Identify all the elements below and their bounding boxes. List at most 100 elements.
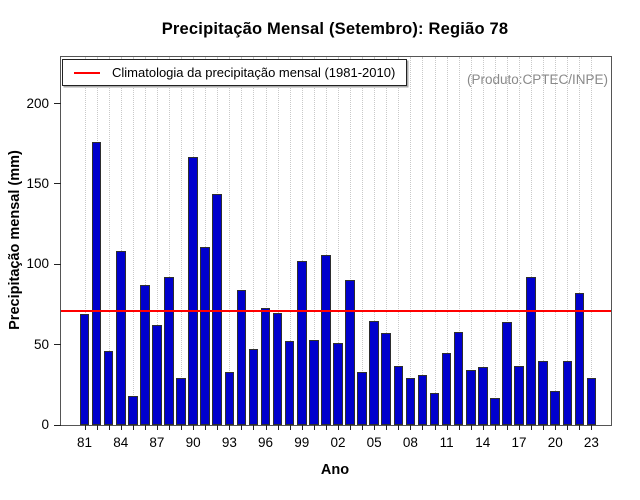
- gridline: [144, 57, 146, 425]
- bar-2012: [453, 331, 464, 425]
- x-tick-label: 90: [185, 435, 201, 450]
- x-tick-label: 23: [583, 435, 599, 450]
- gridline: [398, 57, 400, 425]
- legend-label: Climatologia da precipitação mensal (198…: [112, 65, 396, 80]
- x-tick-mark: [144, 425, 146, 430]
- x-tick-mark: [229, 425, 231, 430]
- x-tick-mark: [506, 425, 508, 430]
- x-tick-label: 84: [113, 435, 129, 450]
- bar-2013: [465, 370, 476, 425]
- gridline: [120, 57, 122, 425]
- y-tick-label: 200: [26, 95, 49, 111]
- bar-2020: [550, 391, 561, 425]
- bar-1982: [91, 142, 102, 425]
- bar-1984: [115, 251, 126, 425]
- gridline: [446, 57, 448, 425]
- x-tick-label: 81: [76, 435, 93, 450]
- x-tick-mark: [494, 425, 496, 430]
- x-tick-mark: [434, 425, 436, 430]
- gridline: [482, 57, 484, 425]
- bar-2007: [393, 365, 404, 425]
- bar-2023: [586, 378, 597, 425]
- climatology-line-swatch: [74, 71, 100, 74]
- gridline: [567, 57, 569, 425]
- gridline: [313, 57, 315, 425]
- x-tick-mark: [555, 425, 557, 430]
- bar-2009: [417, 375, 428, 425]
- x-tick-mark: [301, 425, 303, 430]
- x-tick-label: 02: [330, 435, 346, 450]
- y-tick-mark: [54, 103, 61, 105]
- bar-2016: [502, 322, 512, 425]
- x-tick-label: 20: [547, 435, 563, 450]
- gridline: [362, 57, 364, 425]
- y-tick-label: 50: [33, 336, 49, 352]
- bar-1986: [140, 285, 150, 425]
- bar-1993: [224, 371, 235, 425]
- x-tick-mark: [446, 425, 448, 430]
- x-tick-mark: [531, 425, 533, 430]
- bar-1998: [284, 341, 295, 425]
- gridline: [506, 57, 508, 425]
- x-tick-mark: [482, 425, 484, 430]
- gridline: [386, 57, 388, 425]
- gridline: [458, 57, 460, 425]
- bar-2004: [357, 371, 367, 425]
- x-tick-mark: [567, 425, 569, 430]
- bar-1996: [260, 307, 271, 425]
- gridline: [108, 57, 110, 425]
- x-tick-mark: [386, 425, 388, 430]
- bar-1987: [152, 325, 162, 425]
- gridline: [84, 57, 86, 425]
- bar-1981: [79, 314, 90, 425]
- bar-2018: [526, 277, 536, 425]
- x-tick-mark: [156, 425, 158, 430]
- bar-1988: [164, 277, 174, 425]
- x-tick-mark: [422, 425, 424, 430]
- bar-2002: [333, 343, 343, 425]
- x-tick-mark: [120, 425, 122, 430]
- x-tick-mark: [84, 425, 86, 430]
- x-tick-mark: [470, 425, 472, 430]
- gridline: [241, 57, 243, 425]
- bar-2022: [574, 293, 585, 425]
- x-tick-mark: [193, 425, 195, 430]
- x-tick-mark: [543, 425, 545, 430]
- x-tick-mark: [458, 425, 460, 430]
- bar-2011: [441, 352, 452, 425]
- bar-2008: [405, 378, 416, 425]
- y-axis-title: Precipitação mensal (mm): [7, 150, 23, 330]
- bar-2019: [538, 360, 548, 425]
- x-tick-mark: [591, 425, 593, 430]
- gridline: [494, 57, 496, 425]
- x-tick-label: 93: [221, 435, 237, 450]
- gridline: [301, 57, 303, 425]
- gridline: [181, 57, 183, 425]
- x-tick-label: 08: [402, 435, 418, 450]
- bar-1992: [212, 193, 223, 425]
- x-tick-mark: [241, 425, 243, 430]
- gridline: [205, 57, 207, 425]
- x-tick-mark: [362, 425, 364, 430]
- x-tick-label: 11: [439, 435, 454, 450]
- y-tick-mark: [54, 424, 61, 426]
- x-tick-label: 96: [258, 435, 274, 450]
- x-tick-mark: [289, 425, 291, 430]
- gridline: [410, 57, 412, 425]
- gridline: [156, 57, 158, 425]
- x-tick-mark: [325, 425, 327, 430]
- gridline: [253, 57, 255, 425]
- gridline: [422, 57, 424, 425]
- x-tick-mark: [410, 425, 412, 430]
- x-tick-mark: [132, 425, 134, 430]
- gridline: [555, 57, 557, 425]
- gridline: [265, 57, 267, 425]
- x-tick-mark: [168, 425, 170, 430]
- bar-1989: [176, 378, 186, 425]
- bar-1983: [103, 351, 114, 425]
- y-tick-label: 0: [41, 417, 49, 432]
- gridline: [325, 57, 327, 425]
- gridline: [168, 57, 170, 425]
- gridline: [470, 57, 472, 425]
- x-tick-mark: [205, 425, 207, 430]
